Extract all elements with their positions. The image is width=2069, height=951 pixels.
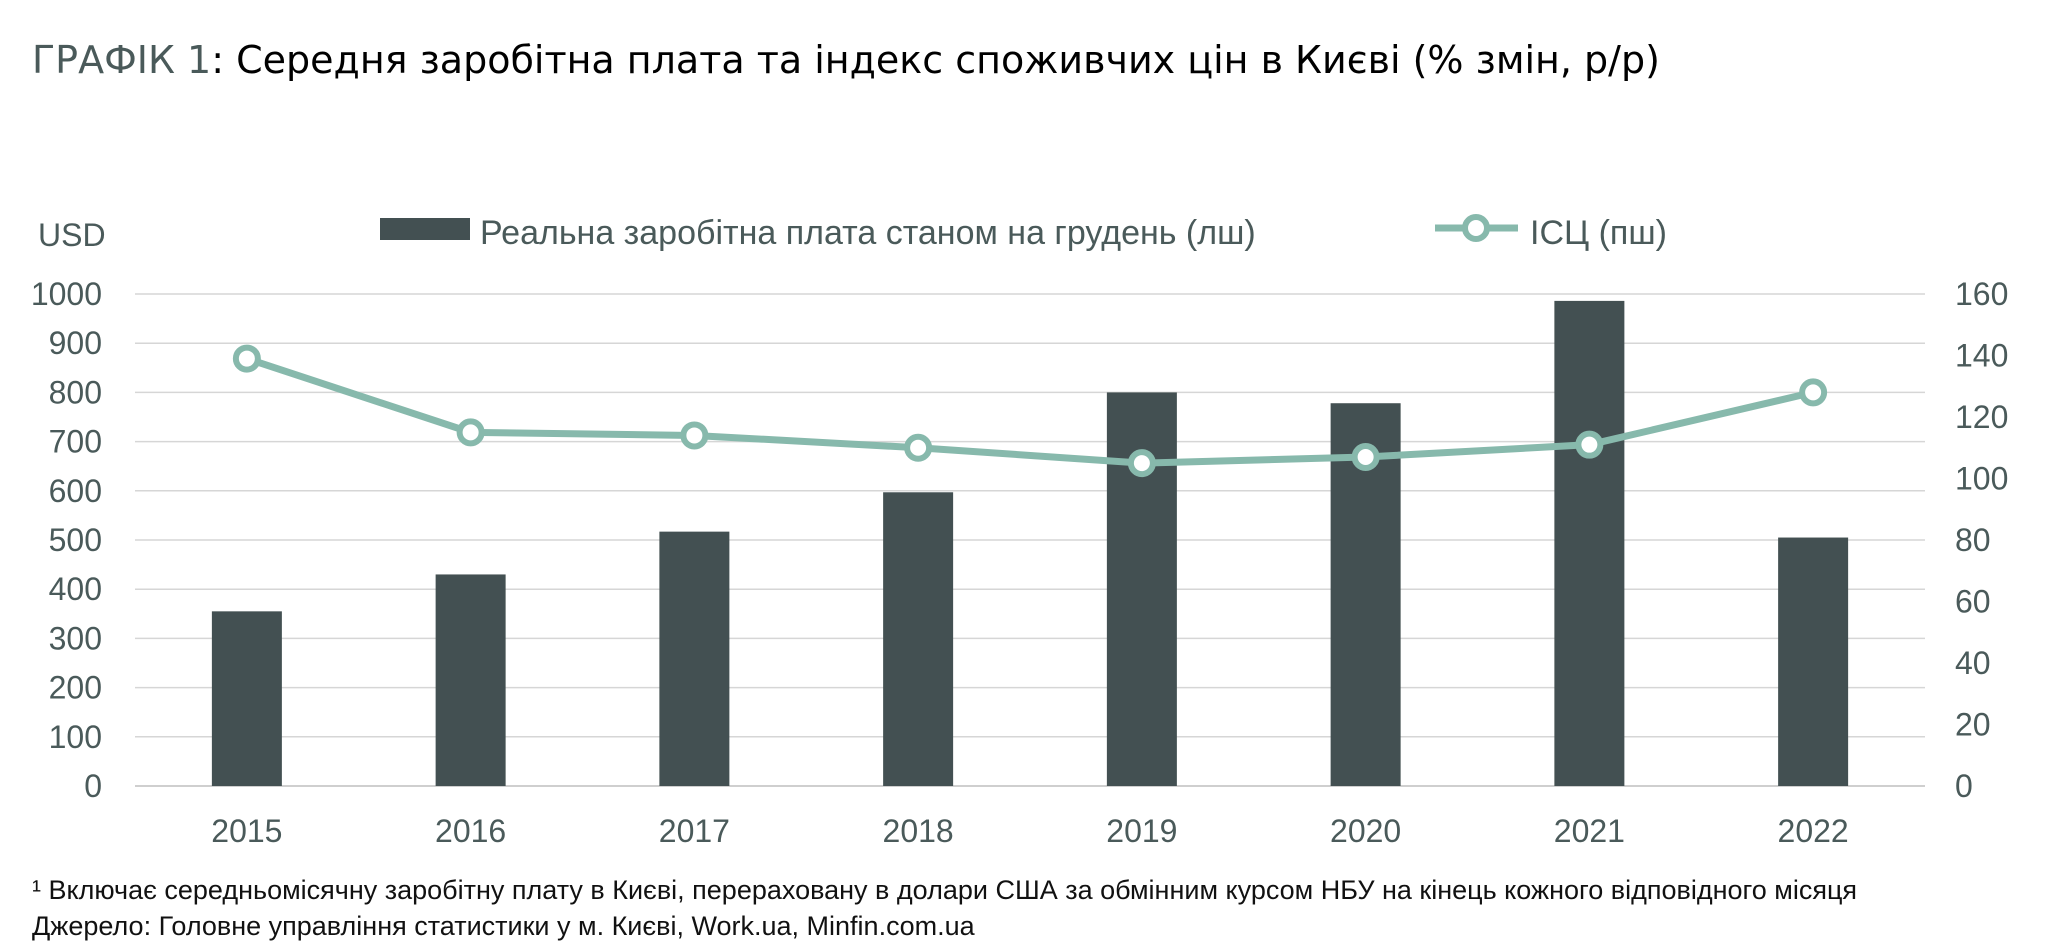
legend: Реальна заробітна плата станом на груден… xyxy=(380,214,1667,252)
cpi-point xyxy=(1799,378,1828,407)
y-left-axis-label: USD xyxy=(38,217,106,253)
y-left-tick-label: 0 xyxy=(84,768,102,804)
bar xyxy=(1554,300,1625,786)
cpi-point xyxy=(680,421,709,450)
footnote-note: ¹ Включає середньомісячну заробітну плат… xyxy=(32,875,1858,905)
y-right-tick-label: 100 xyxy=(1955,461,2008,497)
left-axis: 0 100 200 300 400 500 600 700 800 900 1000 USD xyxy=(31,217,106,804)
cpi-point xyxy=(904,433,933,462)
x-tick-label: 2022 xyxy=(1778,813,1849,849)
cpi-point xyxy=(1575,430,1604,459)
x-tick-label: 2015 xyxy=(211,813,282,849)
y-right-tick-label: 140 xyxy=(1955,338,2008,374)
bar xyxy=(659,531,730,786)
y-left-tick-label: 800 xyxy=(49,374,102,410)
bar xyxy=(1778,537,1849,786)
gridlines xyxy=(135,293,1925,787)
y-left-tick-label: 600 xyxy=(49,473,102,509)
chart-title-text: : Середня заробітна плата та індекс спож… xyxy=(211,38,1660,82)
line-series xyxy=(232,344,1828,478)
chart: 0 100 200 300 400 500 600 700 800 900 1000 USD 0 20 4… xyxy=(31,214,2008,849)
x-axis: 2015 2016 2017 2018 2019 2020 2021 2022 xyxy=(211,813,1848,849)
cpi-point xyxy=(1127,449,1156,478)
right-axis: 0 20 40 60 80 100 120 140 160 xyxy=(1955,276,2008,804)
x-tick-label: 2020 xyxy=(1330,813,1401,849)
y-right-tick-label: 120 xyxy=(1955,399,2008,435)
legend-line-marker xyxy=(1462,214,1490,242)
y-left-tick-label: 400 xyxy=(49,571,102,607)
x-tick-label: 2018 xyxy=(883,813,954,849)
bar-series xyxy=(211,300,1849,786)
bar xyxy=(211,611,282,786)
y-left-tick-label: 900 xyxy=(49,325,102,361)
chart-title: ГРАФІК 1: Середня заробітна плата та інд… xyxy=(32,38,1660,82)
legend-bar-label: Реальна заробітна плата станом на груден… xyxy=(480,214,1256,252)
y-left-tick-label: 300 xyxy=(49,620,102,656)
footnote-source: Джерело: Головне управління статистики у… xyxy=(32,911,975,941)
legend-line-label: ІСЦ (пш) xyxy=(1530,214,1667,252)
y-left-tick-label: 500 xyxy=(49,522,102,558)
y-left-tick-label: 1000 xyxy=(31,276,102,312)
x-tick-label: 2017 xyxy=(659,813,730,849)
cpi-line xyxy=(245,355,1814,467)
legend-bar-swatch xyxy=(380,218,470,240)
cpi-point xyxy=(456,418,485,447)
bar xyxy=(435,574,506,786)
footnotes: ¹ Включає середньомісячну заробітну плат… xyxy=(32,872,1857,944)
chart-title-prefix: ГРАФІК 1 xyxy=(32,38,212,82)
y-left-tick-label: 100 xyxy=(49,719,102,755)
bar xyxy=(883,492,954,786)
y-left-tick-label: 200 xyxy=(49,670,102,706)
x-tick-label: 2019 xyxy=(1106,813,1177,849)
y-right-tick-label: 20 xyxy=(1955,707,1991,743)
x-tick-label: 2016 xyxy=(435,813,506,849)
cpi-point xyxy=(232,344,261,373)
cpi-point xyxy=(1351,442,1380,471)
y-right-tick-label: 0 xyxy=(1955,768,1973,804)
y-right-tick-label: 160 xyxy=(1955,276,2008,312)
x-tick-label: 2021 xyxy=(1554,813,1625,849)
y-left-tick-label: 700 xyxy=(49,424,102,460)
y-right-tick-label: 80 xyxy=(1955,522,1991,558)
y-right-tick-label: 40 xyxy=(1955,645,1991,681)
y-right-tick-label: 60 xyxy=(1955,584,1991,620)
